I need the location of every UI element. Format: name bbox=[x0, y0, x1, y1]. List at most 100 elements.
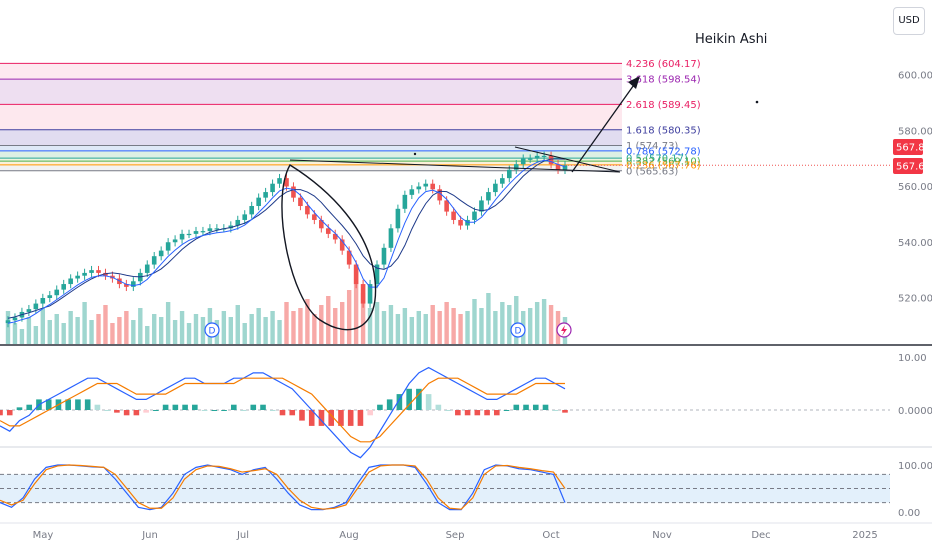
volume-bar bbox=[277, 320, 282, 344]
candle-body bbox=[68, 278, 73, 285]
volume-bar bbox=[548, 305, 554, 344]
price-tick-label: 580.00 bbox=[898, 126, 932, 137]
price-tick-label: 540.00 bbox=[898, 238, 932, 249]
volume-bar bbox=[298, 308, 303, 344]
dividend-marker bbox=[204, 322, 220, 338]
candle-body bbox=[548, 155, 554, 165]
fib-level-label: 1.618 (580.35) bbox=[626, 125, 701, 136]
volume-bar bbox=[263, 317, 268, 344]
macd-histogram-bar bbox=[143, 410, 149, 413]
dividend-marker-label: D bbox=[515, 327, 522, 337]
volume-bar bbox=[534, 302, 540, 344]
volume-bar bbox=[256, 308, 261, 344]
macd-histogram-bar bbox=[367, 410, 373, 416]
macd-histogram-bar bbox=[94, 404, 101, 410]
fibonacci-extension[interactable]: 4.236 (604.17) 3.618 (598.54) 2.618 (589.4… bbox=[0, 59, 701, 177]
candle-body bbox=[305, 206, 310, 215]
macd-histogram-bar bbox=[269, 410, 276, 411]
candle-body bbox=[5, 320, 11, 324]
candle-body bbox=[346, 250, 352, 265]
candle-body bbox=[319, 219, 324, 229]
volume-bar bbox=[458, 314, 463, 344]
macd-histogram-bar bbox=[240, 410, 247, 411]
trend-line bbox=[514, 146, 621, 173]
macd-histogram-bar bbox=[308, 410, 315, 426]
volume-bar bbox=[47, 320, 52, 344]
volume-bar bbox=[444, 302, 449, 344]
macd-histogram-bar bbox=[0, 410, 3, 416]
volume-bar bbox=[507, 305, 512, 344]
candle-body bbox=[353, 264, 359, 285]
macd-histogram-bar bbox=[435, 404, 442, 410]
volume-bar bbox=[527, 308, 533, 344]
macd-tick-label: 10.00 bbox=[898, 353, 927, 364]
volume-bar bbox=[326, 296, 331, 344]
macd-histogram-bar bbox=[425, 394, 432, 410]
time-tick-label: Oct bbox=[542, 530, 559, 541]
time-tick-label: Jul bbox=[236, 530, 249, 541]
fib-band bbox=[0, 104, 622, 130]
time-tick-label: 2025 bbox=[852, 530, 877, 541]
candle-body bbox=[54, 289, 60, 296]
fib-band bbox=[0, 79, 622, 105]
macd-histogram-bar bbox=[289, 410, 296, 416]
candle-body bbox=[493, 183, 498, 193]
candle-body bbox=[144, 264, 150, 273]
volume-bar bbox=[131, 320, 136, 344]
time-tick-label: Aug bbox=[339, 530, 359, 541]
stoch-tick-label: 100.00 bbox=[898, 461, 932, 472]
macd-line bbox=[0, 366, 566, 459]
volume-bar bbox=[75, 317, 80, 344]
price-axis[interactable]: 600.00 580.00 560.00 540.00 520.00 567.82 567.… bbox=[893, 71, 932, 520]
volume-bar bbox=[346, 290, 352, 344]
candle-body bbox=[131, 281, 136, 287]
volume-bar bbox=[221, 311, 227, 344]
volume-bar bbox=[409, 317, 415, 344]
time-tick-label: Nov bbox=[652, 530, 672, 541]
candle-body bbox=[277, 178, 282, 184]
macd-histogram-bar bbox=[513, 404, 520, 410]
volume-bar bbox=[124, 311, 129, 344]
macd-histogram-bar bbox=[211, 410, 218, 411]
volume-bar bbox=[416, 311, 421, 344]
candle-body bbox=[479, 200, 484, 212]
macd-histogram-bar bbox=[494, 410, 500, 416]
macd-histogram-bar bbox=[123, 410, 130, 416]
fib-band bbox=[0, 150, 622, 159]
candle-body bbox=[555, 164, 561, 170]
volume-bar bbox=[82, 302, 87, 344]
currency-button[interactable]: USD bbox=[893, 7, 925, 35]
volume-bar bbox=[423, 314, 428, 344]
fib-level-label: 0.786 (572.78) bbox=[626, 146, 701, 157]
volume-bar bbox=[374, 302, 380, 344]
time-tick-label: Jun bbox=[141, 530, 158, 541]
candle-body bbox=[33, 303, 39, 310]
volume-bar bbox=[388, 305, 394, 344]
price-tick-label: 560.00 bbox=[898, 182, 932, 193]
candle-body bbox=[402, 194, 408, 209]
volume-bar bbox=[40, 308, 46, 344]
fib-level-label: 3.618 (598.54) bbox=[626, 75, 701, 86]
volume-bar bbox=[68, 311, 73, 344]
candle-body bbox=[193, 231, 199, 234]
volume-bar bbox=[360, 293, 366, 344]
candle-body bbox=[151, 256, 157, 265]
fib-band bbox=[0, 158, 622, 162]
macd-pane bbox=[0, 366, 890, 459]
volume-bar bbox=[472, 299, 477, 344]
volume-bar bbox=[200, 317, 206, 344]
macd-histogram-bar bbox=[65, 399, 71, 410]
volume-bar bbox=[486, 293, 491, 344]
candle-body bbox=[416, 186, 422, 190]
candle-body bbox=[472, 211, 477, 220]
macd-histogram-bar bbox=[114, 410, 120, 413]
volume-bar bbox=[479, 308, 484, 344]
dot-marker bbox=[755, 100, 759, 104]
macd-histogram-bar bbox=[542, 404, 549, 410]
time-axis[interactable]: May Jun Jul Aug Sep Oct Nov Dec 2025 bbox=[33, 530, 878, 541]
macd-histogram-bar bbox=[523, 404, 529, 410]
volume-bar bbox=[117, 317, 122, 344]
macd-tick-label: 0.0000 bbox=[898, 406, 932, 417]
